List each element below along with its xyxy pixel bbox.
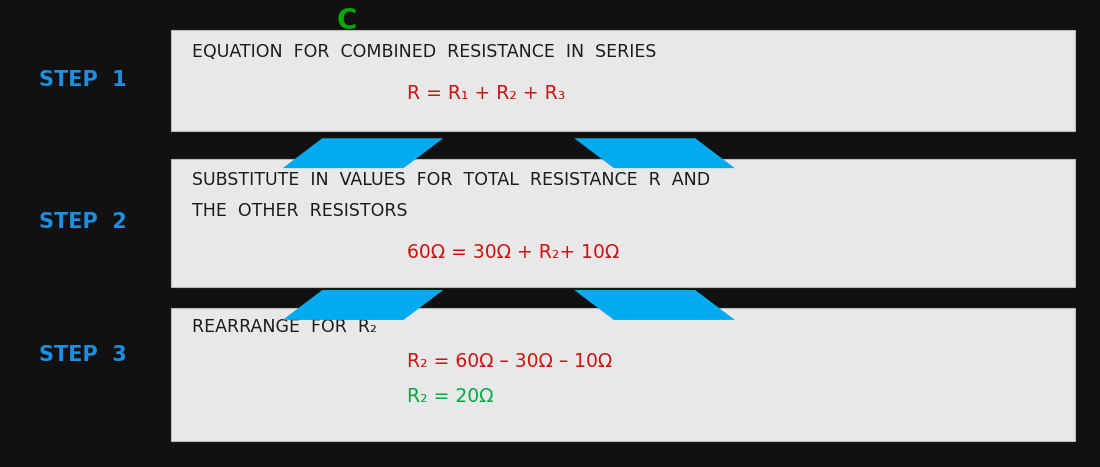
Text: STEP  1: STEP 1 — [39, 71, 126, 90]
Text: STEP  3: STEP 3 — [39, 345, 126, 365]
Polygon shape — [574, 138, 735, 168]
Text: SUBSTITUTE  IN  VALUES  FOR  TOTAL  RESISTANCE  R  AND: SUBSTITUTE IN VALUES FOR TOTAL RESISTANC… — [192, 171, 711, 189]
Text: THE  OTHER  RESISTORS: THE OTHER RESISTORS — [192, 202, 408, 220]
Polygon shape — [283, 290, 443, 320]
FancyBboxPatch shape — [170, 308, 1075, 441]
Text: R₂ = 20Ω: R₂ = 20Ω — [407, 387, 494, 405]
Text: REARRANGE  FOR  R₂: REARRANGE FOR R₂ — [192, 318, 377, 336]
FancyBboxPatch shape — [170, 159, 1075, 287]
Polygon shape — [283, 138, 443, 168]
Polygon shape — [574, 290, 735, 320]
Text: R = R₁ + R₂ + R₃: R = R₁ + R₂ + R₃ — [407, 84, 565, 103]
Text: C: C — [337, 7, 356, 35]
Text: EQUATION  FOR  COMBINED  RESISTANCE  IN  SERIES: EQUATION FOR COMBINED RESISTANCE IN SERI… — [192, 43, 657, 61]
FancyBboxPatch shape — [170, 30, 1075, 131]
Text: 60Ω = 30Ω + R₂+ 10Ω: 60Ω = 30Ω + R₂+ 10Ω — [407, 243, 619, 262]
Text: STEP  2: STEP 2 — [39, 212, 126, 232]
Text: R₂ = 60Ω – 30Ω – 10Ω: R₂ = 60Ω – 30Ω – 10Ω — [407, 353, 613, 371]
